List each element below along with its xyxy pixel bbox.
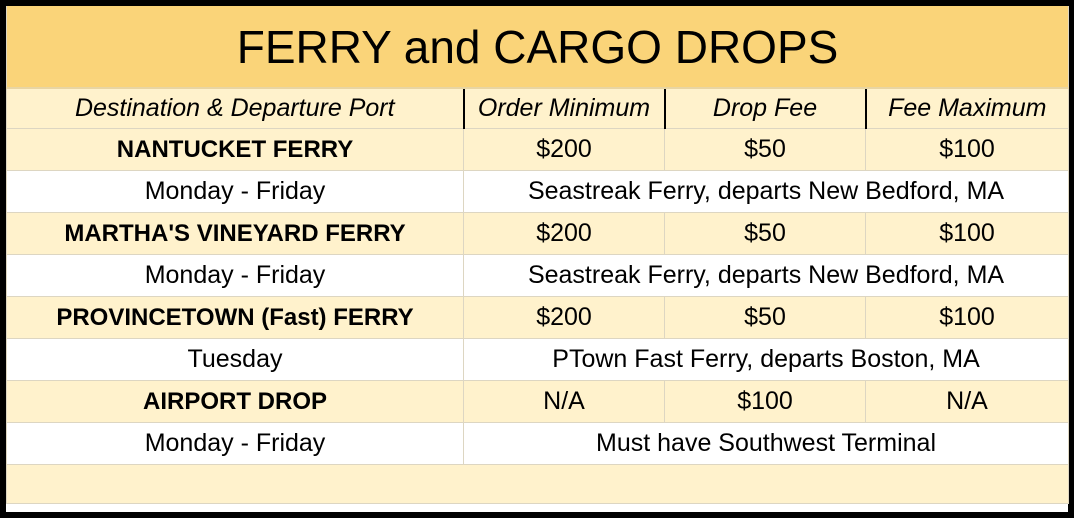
table-row: Monday - Friday Seastreak Ferry, departs… — [6, 170, 1070, 213]
table-row: Monday - Friday Must have Southwest Term… — [6, 422, 1070, 465]
table-row: Monday - Friday Seastreak Ferry, departs… — [6, 254, 1070, 297]
table-row: Tuesday PTown Fast Ferry, departs Boston… — [6, 338, 1070, 381]
header-row: Destination & Departure Port Order Minim… — [6, 87, 1070, 129]
drop-fee-cell: $100 — [664, 380, 866, 423]
footer-cell — [5, 464, 1070, 504]
service-days: Tuesday — [6, 338, 464, 381]
order-minimum-cell: $200 — [463, 296, 665, 339]
table-row: NANTUCKET FERRY $200 $50 $100 — [6, 128, 1070, 171]
destination-name: MARTHA'S VINEYARD FERRY — [6, 212, 464, 255]
table-row: AIRPORT DROP N/A $100 N/A — [6, 380, 1070, 423]
header-fee-maximum: Fee Maximum — [864, 87, 1070, 129]
service-days: Monday - Friday — [6, 422, 464, 465]
drop-fee-cell: $50 — [664, 128, 866, 171]
destination-name: AIRPORT DROP — [6, 380, 464, 423]
service-days: Monday - Friday — [6, 170, 464, 213]
destination-name: PROVINCETOWN (Fast) FERRY — [6, 296, 464, 339]
title-row: FERRY and CARGO DROPS — [5, 6, 1070, 89]
service-details: Seastreak Ferry, departs New Bedford, MA — [462, 254, 1070, 297]
table-row: PROVINCETOWN (Fast) FERRY $200 $50 $100 — [6, 296, 1070, 339]
drop-fee-cell: $50 — [664, 212, 866, 255]
fee-maximum-cell: N/A — [864, 380, 1070, 423]
order-minimum-cell: N/A — [463, 380, 665, 423]
ferry-cargo-table: FERRY and CARGO DROPS Destination & Depa… — [5, 6, 1070, 504]
service-days: Monday - Friday — [6, 254, 464, 297]
service-details: Seastreak Ferry, departs New Bedford, MA — [462, 170, 1070, 213]
service-details: PTown Fast Ferry, departs Boston, MA — [462, 338, 1070, 381]
order-minimum-cell: $200 — [463, 128, 665, 171]
header-destination: Destination & Departure Port — [6, 87, 465, 129]
fee-maximum-cell: $100 — [864, 296, 1070, 339]
destination-name: NANTUCKET FERRY — [6, 128, 464, 171]
page-title: FERRY and CARGO DROPS — [5, 6, 1070, 89]
header-order-minimum: Order Minimum — [463, 87, 666, 129]
header-drop-fee: Drop Fee — [664, 87, 867, 129]
table-row: MARTHA'S VINEYARD FERRY $200 $50 $100 — [6, 212, 1070, 255]
drop-fee-cell: $50 — [664, 296, 866, 339]
fee-maximum-cell: $100 — [864, 212, 1070, 255]
service-details: Must have Southwest Terminal — [462, 422, 1070, 465]
order-minimum-cell: $200 — [463, 212, 665, 255]
empty-footer-row — [5, 464, 1070, 504]
fee-maximum-cell: $100 — [864, 128, 1070, 171]
